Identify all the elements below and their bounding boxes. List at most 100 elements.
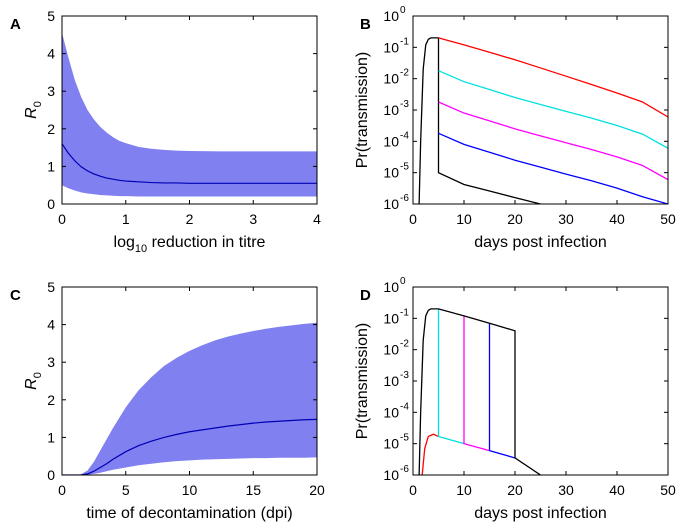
panel-c: 0 5 10 15 20 0 1 2 3 4 5 time of decontamination (d… — [10, 279, 325, 522]
y-axis-label-text: R — [23, 378, 40, 390]
y-tick-label: 0 — [47, 467, 55, 483]
x-tick-label: 10 — [182, 482, 198, 498]
y-tick-base: 10 — [383, 71, 399, 87]
x-tick-label: 20 — [309, 482, 325, 498]
series-line — [437, 308, 465, 445]
series-line — [418, 37, 541, 204]
y-tick-label: 3 — [47, 83, 55, 99]
y-tick-exponent: 0 — [400, 276, 406, 287]
x-tick-label: 40 — [609, 482, 625, 498]
y-axis-label: Pr(transmission) — [354, 323, 371, 439]
y-tick-base: 10 — [383, 310, 399, 326]
x-tick-label: 0 — [58, 482, 66, 498]
series-line — [421, 433, 439, 475]
x-tick-label: 20 — [507, 482, 523, 498]
y-tick-label: 10 — [383, 310, 399, 326]
x-tick-label: 4 — [313, 211, 321, 227]
x-tick-label: 0 — [409, 211, 417, 227]
y-tick-label: 10 — [383, 436, 399, 452]
x-tick-label: 30 — [558, 482, 574, 498]
y-tick-base: 10 — [383, 373, 399, 389]
y-tick-label: 10 — [383, 39, 399, 55]
x-tick-label: 5 — [122, 482, 130, 498]
median-line — [62, 143, 317, 184]
x-axis-label: days post infection — [474, 234, 607, 251]
y-tick-exponent: -3 — [400, 370, 409, 381]
x-tick-label: 50 — [660, 482, 676, 498]
x-tick-label: 3 — [249, 211, 257, 227]
x-axis-label-text: reduction in titre — [147, 234, 265, 251]
y-tick-label: 0 — [47, 196, 55, 212]
y-axis-label: R0 — [23, 101, 44, 119]
x-tick-label: 10 — [456, 211, 472, 227]
x-axis-label: days post infection — [474, 505, 607, 522]
series-line — [438, 70, 668, 149]
y-tick-base: 10 — [383, 196, 399, 212]
x-tick-label: 10 — [456, 482, 472, 498]
y-tick-label: 10 — [383, 404, 399, 420]
series-line — [418, 308, 541, 475]
y-tick-label: 2 — [47, 121, 55, 137]
y-tick-label: 10 — [383, 342, 399, 358]
y-tick-label: 10 — [383, 196, 399, 212]
y-tick-label: 1 — [47, 158, 55, 174]
plot-area — [418, 37, 668, 204]
x-axis-label-subscript: 10 — [135, 243, 147, 255]
y-tick-exponent: 0 — [400, 5, 406, 16]
x-tick-label: 50 — [660, 211, 676, 227]
plot-area — [418, 308, 541, 475]
y-tick-base: 10 — [383, 165, 399, 181]
series-line — [438, 101, 668, 181]
x-tick-label: 0 — [58, 211, 66, 227]
y-tick-exponent: -2 — [400, 339, 409, 350]
x-tick-label: 30 — [558, 211, 574, 227]
y-axis-label: R0 — [23, 372, 44, 390]
y-tick-label: 5 — [47, 279, 55, 295]
x-tick-label: 15 — [245, 482, 261, 498]
series-line — [438, 132, 668, 204]
x-tick-label: 2 — [186, 211, 194, 227]
y-tick-label: 4 — [47, 317, 55, 333]
panel-letter: A — [10, 16, 21, 33]
y-tick-label: 10 — [383, 467, 399, 483]
y-tick-base: 10 — [383, 467, 399, 483]
y-tick-exponent: -1 — [400, 36, 409, 47]
y-tick-base: 10 — [383, 133, 399, 149]
y-tick-base: 10 — [383, 404, 399, 420]
x-axis-label: log10 reduction in titre — [114, 234, 266, 255]
x-tick-label: 1 — [122, 211, 130, 227]
y-tick-label: 1 — [47, 429, 55, 445]
y-tick-exponent: -5 — [400, 162, 409, 173]
y-tick-label: 10 — [383, 8, 399, 24]
panel-letter: D — [360, 287, 371, 304]
y-tick-label: 4 — [47, 46, 55, 62]
axes-box — [412, 15, 669, 205]
y-tick-label: 10 — [383, 133, 399, 149]
panel-letter: B — [360, 16, 371, 33]
y-axis-label: Pr(transmission) — [354, 52, 371, 168]
y-tick-label: 10 — [383, 373, 399, 389]
y-tick-exponent: -2 — [400, 68, 409, 79]
y-tick-base: 10 — [383, 102, 399, 118]
x-tick-label: 0 — [409, 482, 417, 498]
y-tick-base: 10 — [383, 436, 399, 452]
axes-box — [412, 286, 669, 476]
y-tick-exponent: -3 — [400, 99, 409, 110]
y-tick-label: 3 — [47, 354, 55, 370]
panel-letter: C — [10, 287, 21, 304]
y-tick-label: 10 — [383, 71, 399, 87]
series-line — [488, 323, 516, 459]
plot-area — [62, 32, 317, 197]
series-line — [438, 37, 668, 118]
median-line — [62, 418, 317, 475]
y-tick-base: 10 — [383, 342, 399, 358]
y-tick-exponent: -6 — [400, 193, 409, 204]
ci-band — [62, 32, 317, 197]
y-axis-label-text: R — [23, 107, 40, 119]
y-tick-base: 10 — [383, 39, 399, 55]
y-tick-base: 10 — [383, 8, 399, 24]
